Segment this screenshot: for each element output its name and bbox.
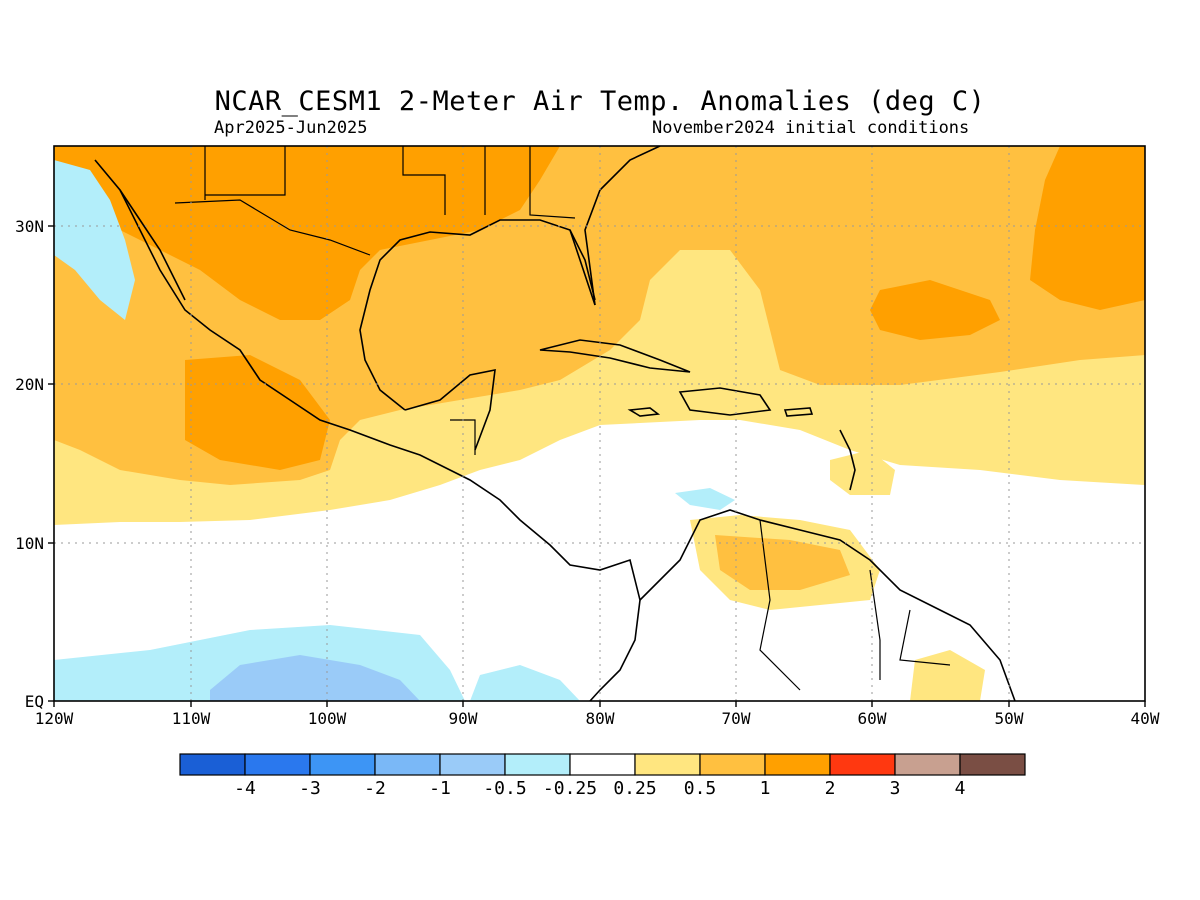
coast-florida (569, 229, 596, 306)
colorbar: -4 -3 -2 -1 -0.5 -0.25 0.25 0.5 1 2 3 4 (179, 753, 1026, 799)
lon-label: 40W (1131, 709, 1160, 728)
latitude-labels: 30N 20N 10N EQ (15, 217, 44, 711)
anomaly-region-orange-north (54, 146, 560, 320)
lon-label: 100W (308, 709, 347, 728)
lon-label: 90W (449, 709, 478, 728)
coast-cuba (539, 339, 691, 373)
colorbar-label: 0.25 (613, 778, 656, 799)
colorbar-label: 1 (760, 778, 771, 799)
lon-label: 60W (858, 709, 887, 728)
coast-gulf (359, 219, 596, 411)
lat-label: 30N (15, 217, 44, 236)
colorbar-label: -4 (234, 778, 256, 799)
anomaly-region-mid-blue (210, 655, 420, 701)
colorbar-label: 4 (955, 778, 966, 799)
colorbar-label: 3 (890, 778, 901, 799)
colorbar-label: -1 (429, 778, 451, 799)
colorbar-label: 0.5 (684, 778, 717, 799)
lat-label: 20N (15, 375, 44, 394)
colorbar-swatch (569, 753, 636, 776)
coast-baja (119, 189, 186, 301)
map-title: NCAR_CESM1 2-Meter Air Temp. Anomalies (… (214, 86, 986, 117)
colorbar-label: 2 (825, 778, 836, 799)
coast-yucatan (404, 368, 496, 451)
colorbar-label: -0.25 (543, 778, 597, 799)
initial-conditions: November2024 initial conditions (652, 118, 970, 138)
colorbar-swatch (309, 753, 376, 776)
anomaly-field (54, 146, 1145, 701)
colorbar-swatch (244, 753, 311, 776)
colorbar-swatch (179, 753, 246, 776)
forecast-period: Apr2025-Jun2025 (214, 118, 368, 138)
gridlines (54, 146, 1145, 701)
coast-north-america (94, 159, 641, 701)
anomaly-region-southamerica-orange (715, 535, 850, 590)
coast-hispaniola (678, 387, 772, 416)
lon-label: 110W (172, 709, 211, 728)
coast-jamaica (627, 407, 661, 417)
anomaly-region-orange-atlantic (870, 280, 1000, 340)
anomaly-region-caribbean-blue (675, 488, 735, 510)
colorbar-swatch (634, 753, 701, 776)
colorbar-swatch (764, 753, 831, 776)
borders (174, 146, 951, 691)
colorbar-swatch (504, 753, 571, 776)
tick-marks (48, 225, 1146, 707)
anomaly-region-orange-east (1030, 146, 1145, 310)
colorbar-swatch (439, 753, 506, 776)
lon-label: 80W (586, 709, 615, 728)
lon-label: 70W (722, 709, 751, 728)
anomaly-region-light-blue-baja (54, 160, 135, 320)
colorbar-swatch (959, 753, 1026, 776)
colorbar-label: -0.5 (483, 778, 526, 799)
lon-label: 50W (995, 709, 1024, 728)
lat-label: EQ (25, 692, 44, 711)
colorbar-label: -3 (299, 778, 321, 799)
anomaly-region-atlantic-yellow (830, 450, 895, 495)
coast-antilles (839, 429, 856, 491)
colorbar-swatch (829, 753, 896, 776)
lon-label: 120W (35, 709, 74, 728)
coast-south-america (639, 509, 1016, 701)
colorbar-swatch (699, 753, 766, 776)
colorbar-swatch (374, 753, 441, 776)
coast-puerto-rico (783, 407, 814, 417)
colorbar-label: -2 (364, 778, 386, 799)
colorbar-swatch (894, 753, 961, 776)
lat-label: 10N (15, 534, 44, 553)
anomaly-region-light-blue-south2 (470, 665, 580, 701)
longitude-labels: 120W 110W 100W 90W 80W 70W 60W 50W 40W (35, 709, 1160, 728)
